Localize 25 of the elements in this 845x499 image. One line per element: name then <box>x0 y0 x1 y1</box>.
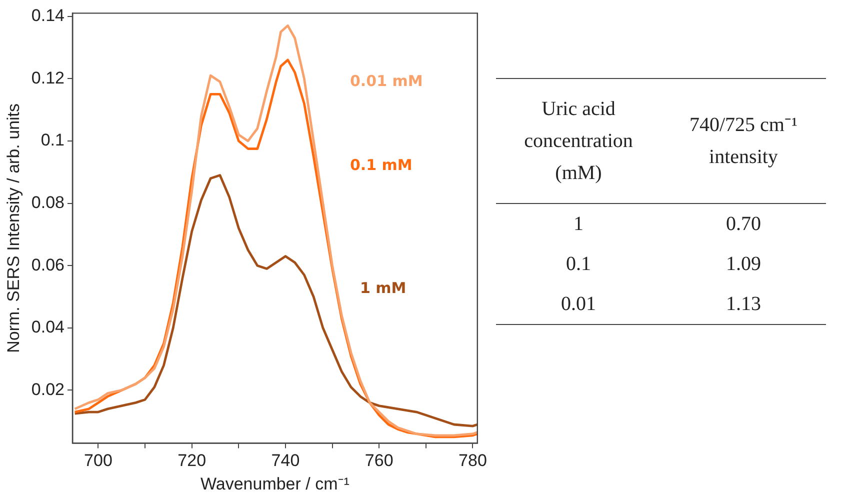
y-tick-label: 0.02 <box>31 380 64 399</box>
text: 0.1 <box>565 252 592 277</box>
y-tick-label: 0.08 <box>31 192 64 212</box>
text: 0.01 <box>496 284 661 324</box>
x-tick-label: 760 <box>364 451 394 470</box>
y-tick-label: 0.04 <box>31 318 64 337</box>
y-tick-label: 0.12 <box>31 68 64 88</box>
y-tick-label: 0.06 <box>31 255 64 274</box>
x-tick-label: 720 <box>178 451 206 470</box>
y-tick-label: 0.14 <box>31 6 64 26</box>
text: 1 mM <box>360 278 406 297</box>
text: 1.09 <box>725 252 762 277</box>
text: 0.70 <box>725 212 762 237</box>
text: 1 <box>572 212 584 237</box>
y-tick-label: 0.1 <box>40 130 64 150</box>
x-axis-title: Wavenumber / cm⁻¹ <box>200 474 350 494</box>
text: 1.13 <box>661 284 826 324</box>
text: 740/725 cm⁻¹ intensity <box>661 78 826 204</box>
text: 0.1 mM <box>350 156 412 174</box>
x-tick-label: 780 <box>458 451 487 470</box>
text: Uric acid concentration (mM) <box>496 78 661 204</box>
text: 0.01 mM <box>350 72 423 90</box>
x-tick-label: 740 <box>271 451 300 470</box>
x-tick-label: 700 <box>84 451 112 470</box>
y-axis-title: Norm. SERS Intensity / arb. units <box>4 103 23 353</box>
